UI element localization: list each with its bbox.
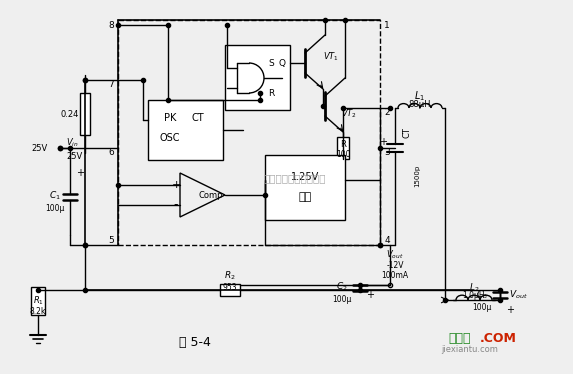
Text: R: R [268,89,274,98]
Text: 接线图: 接线图 [449,331,471,344]
Text: +: + [366,290,374,300]
Bar [220,284,240,296]
Text: 2: 2 [384,107,390,116]
Text: 953: 953 [223,282,237,291]
Text: CT: CT [192,113,205,123]
Text: $VT_1$: $VT_1$ [323,51,339,63]
Text: 25V: 25V [32,144,48,153]
Bar [225,45,290,110]
Text: +: + [171,180,180,190]
Text: 100mA: 100mA [382,270,409,279]
Bar [148,100,223,160]
Text: $VT_2$: $VT_2$ [341,108,357,120]
Text: 100: 100 [336,150,350,159]
Text: 0.24: 0.24 [61,110,79,119]
Text: 1.25V: 1.25V [291,172,319,182]
Text: 4: 4 [384,236,390,245]
Text: 100μ: 100μ [472,303,492,312]
Text: +: + [506,305,514,315]
Text: 5: 5 [108,236,114,245]
Text: 7: 7 [108,80,114,89]
Text: $R_1$: $R_1$ [33,295,44,307]
Text: $C_2$: $C_2$ [336,281,348,293]
Text: $L_2$: $L_2$ [469,282,479,294]
Text: 25V: 25V [67,151,83,160]
Text: Comp: Comp [199,190,223,199]
Text: .COM: .COM [480,331,516,344]
Text: +: + [76,168,84,178]
Text: 8: 8 [108,21,114,30]
Text: 6: 6 [108,147,114,156]
Text: S: S [268,58,274,67]
Text: 100μ: 100μ [332,294,352,303]
Text: 基准: 基准 [299,192,312,202]
Text: 3: 3 [384,147,390,156]
Text: $C_1$: $C_1$ [49,190,61,202]
Text: PK: PK [164,113,176,123]
Text: 1.0μH: 1.0μH [462,291,485,300]
Text: 1: 1 [384,21,390,30]
Text: R: R [340,140,346,148]
Bar [118,20,380,245]
Text: -: - [174,199,178,212]
Text: OSC: OSC [160,133,180,143]
Text: CT: CT [402,128,411,138]
Text: -12V: -12V [386,261,404,270]
Bar [31,287,45,315]
Bar [337,137,349,159]
Text: 杭州络客科技有限公司: 杭州络客科技有限公司 [264,173,326,183]
Text: $L_1$: $L_1$ [414,89,426,103]
Text: 100μ: 100μ [45,203,65,212]
Text: +: + [379,137,387,147]
Text: $V_{out}$: $V_{out}$ [509,289,527,301]
Text: jiexiantu.com: jiexiantu.com [442,346,499,355]
Text: $R_2$: $R_2$ [224,270,236,282]
Bar [80,92,90,135]
Text: Q: Q [278,58,285,67]
Text: $V_{out}$: $V_{out}$ [386,249,404,261]
Text: 8.2k: 8.2k [30,307,46,316]
Text: 图 5-4: 图 5-4 [179,335,211,349]
Text: 88μH: 88μH [409,99,431,108]
Bar [265,155,345,220]
Text: $C_3$: $C_3$ [476,289,488,301]
Text: 1500p: 1500p [414,165,420,187]
Text: $V_{in}$: $V_{in}$ [66,137,79,149]
